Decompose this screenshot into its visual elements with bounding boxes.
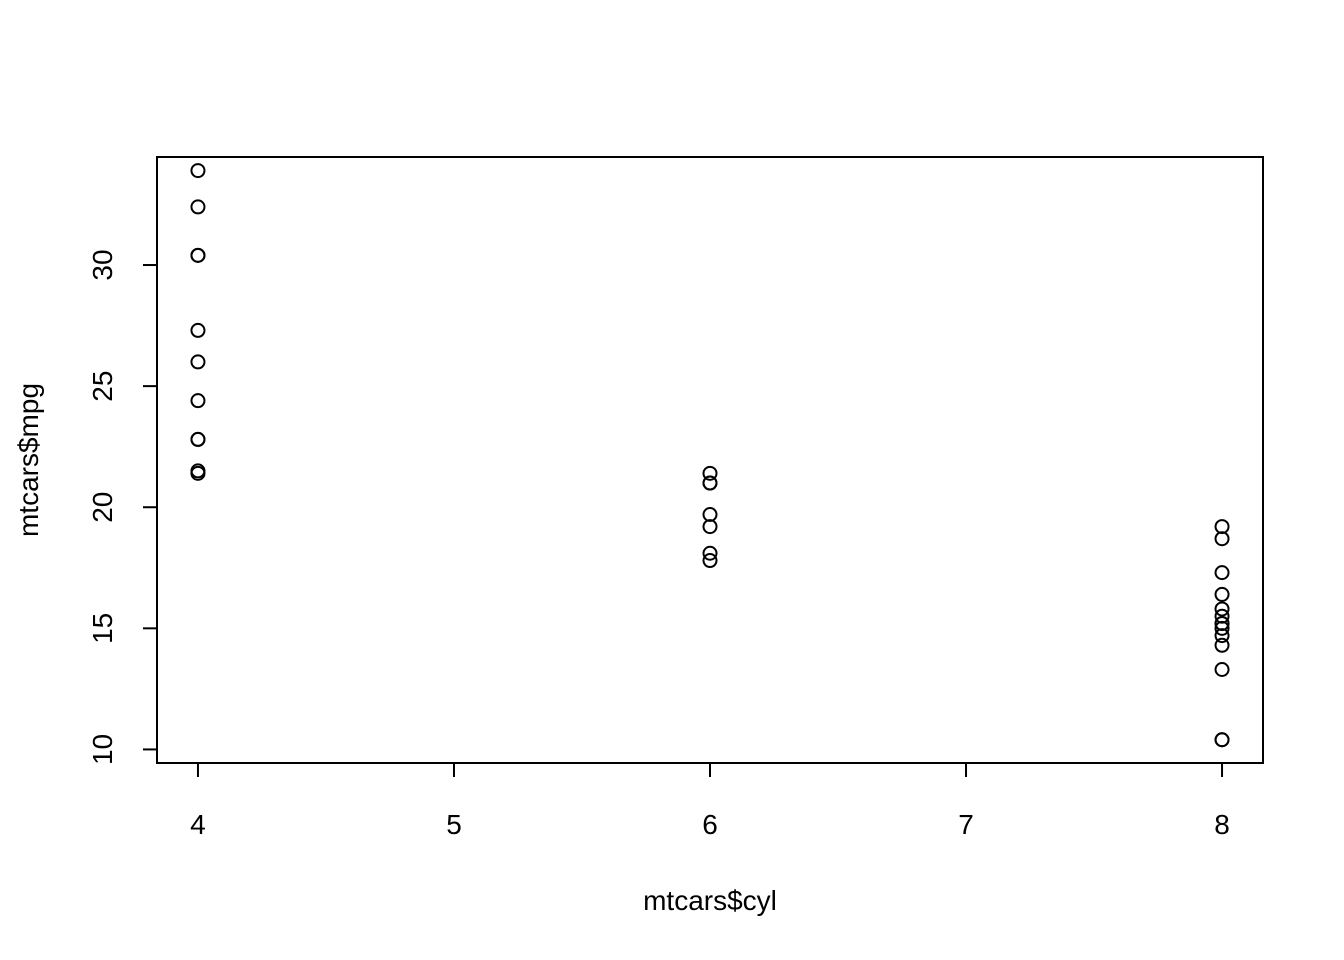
data-point bbox=[702, 553, 718, 569]
data-point bbox=[190, 322, 206, 338]
x-tick-label: 6 bbox=[702, 809, 718, 840]
data-point bbox=[190, 163, 206, 179]
y-tick-label: 15 bbox=[87, 613, 118, 644]
data-point bbox=[1214, 601, 1230, 617]
data-point bbox=[702, 506, 718, 522]
y-tick-label: 10 bbox=[87, 734, 118, 765]
y-tick-label: 30 bbox=[87, 249, 118, 280]
x-tick-label: 8 bbox=[1214, 809, 1230, 840]
x-axis: 4 5 6 7 8 bbox=[190, 762, 1230, 840]
data-point bbox=[1214, 519, 1230, 535]
data-point bbox=[1214, 615, 1230, 631]
data-point bbox=[190, 247, 206, 263]
data-point bbox=[1214, 531, 1230, 547]
y-tick-label: 20 bbox=[87, 492, 118, 523]
data-point bbox=[1214, 586, 1230, 602]
data-points bbox=[190, 163, 1230, 748]
x-tick-label: 4 bbox=[190, 809, 206, 840]
y-tick-label: 25 bbox=[87, 371, 118, 402]
data-point bbox=[190, 393, 206, 409]
y-axis-label: mtcars$mpg bbox=[13, 383, 44, 537]
data-point bbox=[190, 465, 206, 481]
data-point bbox=[702, 465, 718, 481]
data-point bbox=[1214, 620, 1230, 636]
data-point bbox=[1214, 565, 1230, 581]
x-tick-label: 5 bbox=[446, 809, 462, 840]
data-point bbox=[1214, 732, 1230, 748]
data-point bbox=[1214, 637, 1230, 653]
plot-frame bbox=[156, 156, 1264, 764]
data-point bbox=[702, 519, 718, 535]
data-point bbox=[702, 475, 718, 491]
data-point bbox=[190, 199, 206, 215]
data-point bbox=[190, 431, 206, 447]
data-point bbox=[190, 354, 206, 370]
x-tick-label: 7 bbox=[958, 809, 974, 840]
data-point bbox=[1214, 662, 1230, 678]
data-point bbox=[702, 545, 718, 561]
y-axis: 10 15 20 25 30 bbox=[87, 249, 158, 765]
x-axis-label: mtcars$cyl bbox=[643, 885, 777, 916]
